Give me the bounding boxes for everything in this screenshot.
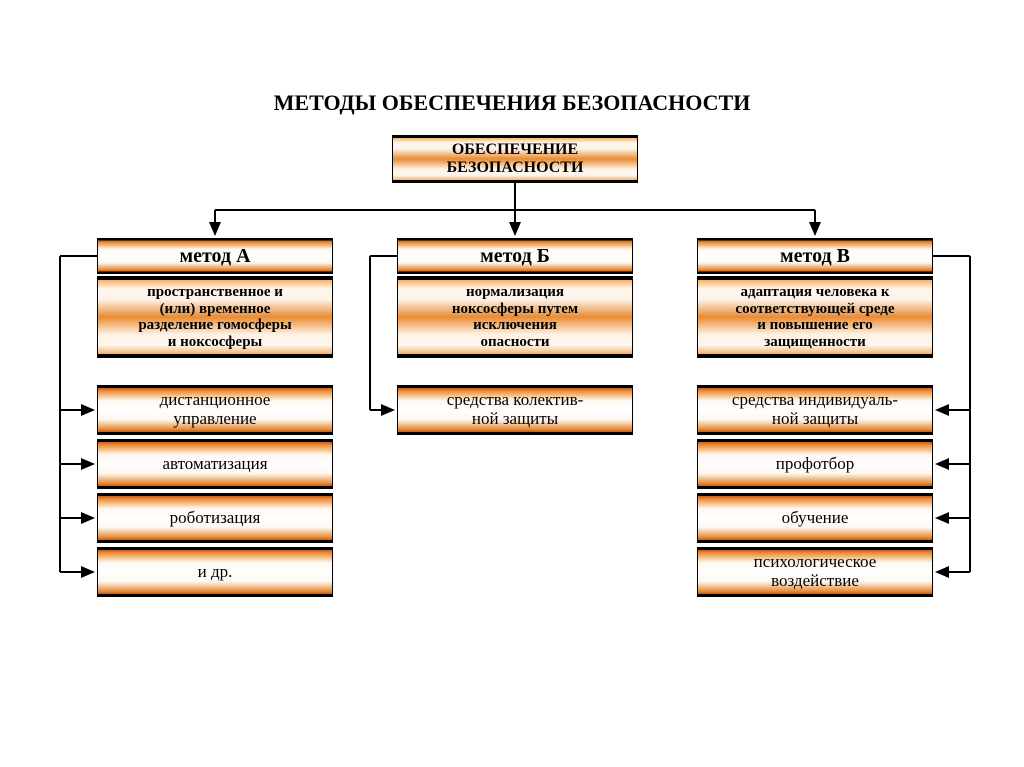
method-c-title: метод В (697, 238, 933, 274)
method-c-item-3: психологическое воздействие (697, 547, 933, 597)
method-a-title-text: метод А (179, 245, 250, 267)
method-b-item-0-l0: средства колектив- (447, 391, 584, 410)
method-c-item-0: средства индивидуаль- ной защиты (697, 385, 933, 435)
method-b-item-0-l1: ной защиты (472, 410, 558, 429)
method-a-item-0: дистанционное управление (97, 385, 333, 435)
method-b-desc: нормализация ноксосферы путем исключения… (397, 276, 633, 358)
method-a-desc-l2: разделение гомосферы (138, 317, 291, 334)
method-a-item-0-l1: управление (173, 410, 256, 429)
method-a-item-3-l0: и др. (198, 563, 233, 582)
method-a-item-2-l0: роботизация (170, 509, 261, 528)
method-a-title: метод А (97, 238, 333, 274)
method-c-desc-l1: соответствующей среде (735, 301, 894, 318)
method-b-title-text: метод Б (480, 245, 550, 267)
method-c-desc-l0: адаптация человека к (741, 284, 890, 301)
method-a-item-1: автоматизация (97, 439, 333, 489)
method-c-desc: адаптация человека к соответствующей сре… (697, 276, 933, 358)
method-a-item-1-l0: автоматизация (162, 455, 267, 474)
method-b-desc-l2: исключения (473, 317, 557, 334)
method-c-item-3-l1: воздействие (771, 572, 859, 591)
method-b-desc-l1: ноксосферы путем (452, 301, 578, 318)
method-c-title-text: метод В (780, 245, 850, 267)
method-c-item-2-l0: обучение (782, 509, 849, 528)
method-a-desc-l3: и ноксосферы (168, 334, 263, 351)
method-c-item-2: обучение (697, 493, 933, 543)
method-a-desc-l0: пространственное и (147, 284, 283, 301)
method-b-desc-l3: опасности (480, 334, 549, 351)
method-c-item-0-l0: средства индивидуаль- (732, 391, 898, 410)
method-b-item-0: средства колектив- ной защиты (397, 385, 633, 435)
method-c-item-3-l0: психологическое (754, 553, 877, 572)
method-c-desc-l2: и повышение его (757, 317, 873, 334)
method-a-item-2: роботизация (97, 493, 333, 543)
root-line2: БЕЗОПАСНОСТИ (447, 159, 584, 177)
root-line1: ОБЕСПЕЧЕНИЕ (452, 141, 578, 159)
method-c-item-1-l0: профотбор (776, 455, 854, 474)
method-a-item-0-l0: дистанционное (160, 391, 271, 410)
method-a-desc-l1: (или) временное (160, 301, 271, 318)
method-c-item-1: профотбор (697, 439, 933, 489)
method-a-desc: пространственное и (или) временное разде… (97, 276, 333, 358)
method-a-item-3: и др. (97, 547, 333, 597)
method-b-title: метод Б (397, 238, 633, 274)
method-c-desc-l3: защищенности (764, 334, 866, 351)
method-c-item-0-l1: ной защиты (772, 410, 858, 429)
root-box: ОБЕСПЕЧЕНИЕ БЕЗОПАСНОСТИ (392, 135, 638, 183)
method-b-desc-l0: нормализация (466, 284, 564, 301)
page-title: МЕТОДЫ ОБЕСПЕЧЕНИЯ БЕЗОПАСНОСТИ (0, 90, 1024, 116)
